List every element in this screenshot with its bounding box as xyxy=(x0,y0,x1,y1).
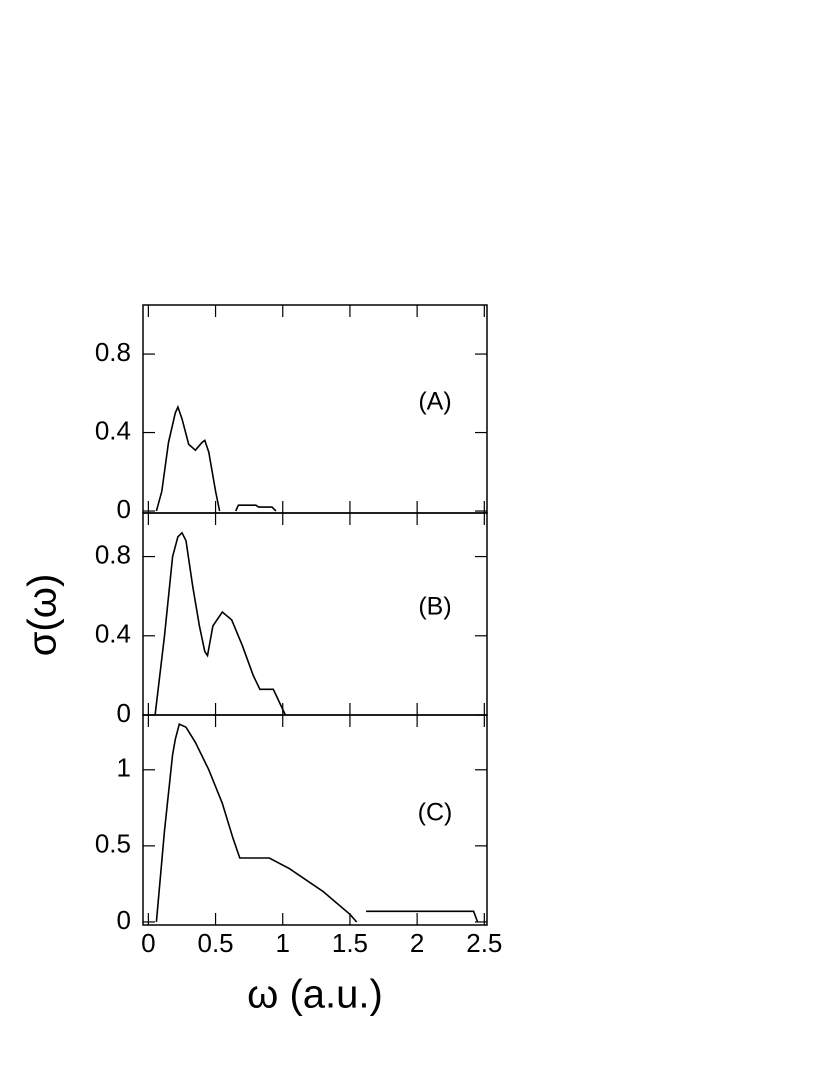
x-axis-label: ω (a.u.) xyxy=(247,973,383,1017)
panel-label: (B) xyxy=(418,593,451,621)
curve xyxy=(155,722,479,923)
panel-label: (A) xyxy=(418,387,451,415)
x-tick-label: 1.5 xyxy=(332,928,368,958)
y-tick-label: 0.8 xyxy=(95,539,131,569)
x-tick-label: 0.5 xyxy=(197,928,233,958)
x-tick-label: 0 xyxy=(141,928,155,958)
y-tick-label: 0 xyxy=(117,905,131,935)
x-tick-label: 1 xyxy=(276,928,290,958)
plot-frame xyxy=(142,714,488,926)
y-tick-label: 0.5 xyxy=(95,829,131,859)
panel-label: (C) xyxy=(418,798,453,826)
y-tick-label: 0 xyxy=(117,698,131,728)
x-tick-label: 2.5 xyxy=(466,928,502,958)
y-tick-label: 0 xyxy=(117,494,131,524)
curve xyxy=(155,404,277,512)
y-tick-label: 0.4 xyxy=(95,415,131,445)
curve xyxy=(154,531,287,716)
y-tick-label: 1 xyxy=(117,753,131,783)
y-axis-label: σ(ω) xyxy=(21,574,65,657)
x-tick-label: 2 xyxy=(410,928,424,958)
y-tick-label: 0.8 xyxy=(95,337,131,367)
y-tick-label: 0.4 xyxy=(95,619,131,649)
